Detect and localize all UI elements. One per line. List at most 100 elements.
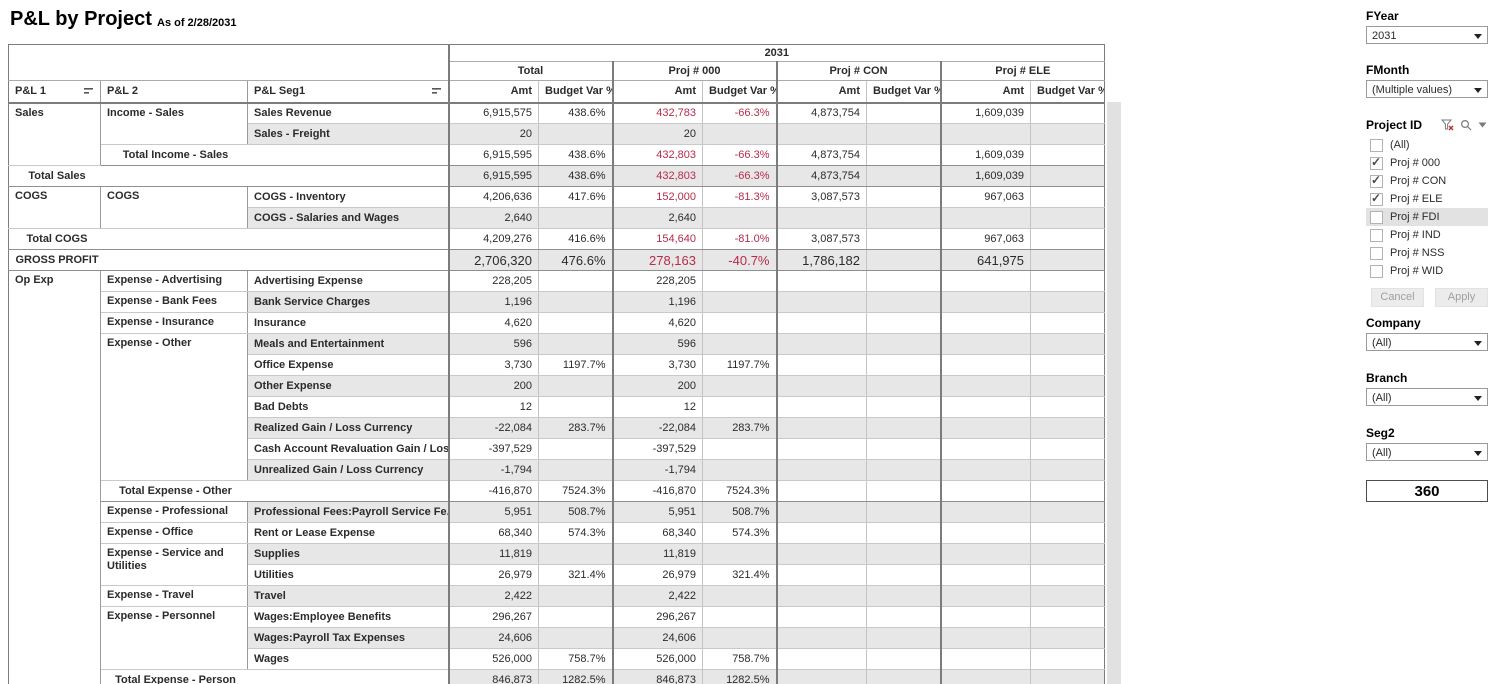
cell-empty[interactable] (702, 333, 778, 355)
cell-empty[interactable] (702, 459, 778, 481)
cell-value[interactable]: 4,873,754 (776, 144, 867, 166)
sort-icon[interactable] (82, 86, 94, 96)
cell-value[interactable]: 7524.3% (538, 480, 614, 502)
cell-value[interactable]: -416,870 (448, 480, 539, 502)
cell-value[interactable]: -397,529 (448, 438, 539, 460)
cell-empty[interactable] (1030, 501, 1105, 523)
cell-empty[interactable] (940, 543, 1031, 565)
cell-empty[interactable] (776, 396, 867, 418)
cell-value[interactable]: -81.3% (702, 186, 778, 208)
cell-empty[interactable] (866, 375, 942, 397)
row-header-seg1[interactable]: Sales - Freight (247, 123, 450, 145)
cell-empty[interactable] (776, 522, 867, 544)
cell-value[interactable]: 432,803 (612, 144, 703, 166)
cell-value[interactable]: 4,620 (612, 312, 703, 334)
column-header-seg1[interactable]: P&L Seg1 (247, 80, 450, 104)
cell-empty[interactable] (866, 228, 942, 250)
cell-value[interactable]: 12 (448, 396, 539, 418)
fyear-dropdown[interactable]: 2031 (1366, 26, 1488, 44)
cell-empty[interactable] (866, 249, 942, 271)
cell-empty[interactable] (866, 522, 942, 544)
cell-value[interactable]: 4,873,754 (776, 102, 867, 124)
filter-clear-icon[interactable] (1441, 119, 1454, 131)
cell-empty[interactable] (866, 165, 942, 187)
total-row-label[interactable]: Total COGS (8, 228, 450, 250)
subheader-amt[interactable]: Amt (940, 80, 1031, 104)
cell-empty[interactable] (1030, 186, 1105, 208)
row-header-pl2[interactable]: Expense - Office (100, 522, 248, 544)
cell-empty[interactable] (538, 333, 614, 355)
cell-empty[interactable] (776, 333, 867, 355)
cell-empty[interactable] (866, 291, 942, 313)
cell-empty[interactable] (866, 585, 942, 607)
cell-empty[interactable] (1030, 291, 1105, 313)
cell-empty[interactable] (866, 102, 942, 124)
vertical-scrollbar[interactable] (1107, 102, 1121, 684)
cell-empty[interactable] (702, 312, 778, 334)
cell-empty[interactable] (538, 291, 614, 313)
cell-empty[interactable] (776, 312, 867, 334)
cell-empty[interactable] (776, 207, 867, 229)
cell-value[interactable]: -22,084 (612, 417, 703, 439)
cell-value[interactable]: 11,819 (612, 543, 703, 565)
column-header-pl2[interactable]: P&L 2 (100, 80, 248, 104)
cell-value[interactable]: -40.7% (702, 249, 778, 271)
cell-empty[interactable] (1030, 207, 1105, 229)
row-header-seg1[interactable]: COGS - Salaries and Wages (247, 207, 450, 229)
cell-empty[interactable] (866, 186, 942, 208)
cell-empty[interactable] (538, 207, 614, 229)
cell-empty[interactable] (702, 543, 778, 565)
cell-empty[interactable] (1030, 270, 1105, 292)
cell-empty[interactable] (940, 417, 1031, 439)
cell-value[interactable]: 526,000 (448, 648, 539, 670)
cell-value[interactable]: 2,640 (448, 207, 539, 229)
cell-empty[interactable] (702, 585, 778, 607)
cell-empty[interactable] (866, 354, 942, 376)
cell-empty[interactable] (1030, 480, 1105, 502)
cell-value[interactable]: 526,000 (612, 648, 703, 670)
cell-empty[interactable] (940, 627, 1031, 649)
row-header-seg1[interactable]: Wages:Payroll Tax Expenses (247, 627, 450, 649)
cell-value[interactable]: 2,706,320 (448, 249, 539, 271)
cell-empty[interactable] (776, 375, 867, 397)
cell-value[interactable]: 1197.7% (538, 354, 614, 376)
checkbox-unchecked[interactable] (1370, 246, 1383, 260)
cell-value[interactable]: 846,873 (612, 669, 703, 684)
cell-empty[interactable] (866, 333, 942, 355)
row-header-pl2[interactable]: Income - Sales (100, 102, 248, 145)
cell-empty[interactable] (866, 669, 942, 684)
cell-empty[interactable] (1030, 417, 1105, 439)
branch-dropdown[interactable]: (All) (1366, 388, 1488, 406)
cell-empty[interactable] (776, 606, 867, 628)
cell-value[interactable]: 11,819 (448, 543, 539, 565)
cell-empty[interactable] (776, 543, 867, 565)
cell-empty[interactable] (1030, 606, 1105, 628)
cell-value[interactable]: 1282.5% (702, 669, 778, 684)
cell-empty[interactable] (866, 501, 942, 523)
project-filter-item[interactable]: Proj # IND (1366, 226, 1488, 244)
row-header-seg1[interactable]: Bank Service Charges (247, 291, 450, 313)
cell-value[interactable]: 1,609,039 (940, 144, 1031, 166)
cell-empty[interactable] (702, 207, 778, 229)
cell-empty[interactable] (1030, 396, 1105, 418)
cell-value[interactable]: 1197.7% (702, 354, 778, 376)
project-filter-item[interactable]: Proj # WID (1366, 262, 1488, 280)
cell-value[interactable]: 5,951 (612, 501, 703, 523)
cell-empty[interactable] (776, 417, 867, 439)
cell-empty[interactable] (702, 627, 778, 649)
cell-empty[interactable] (1030, 102, 1105, 124)
row-header-seg1[interactable]: Rent or Lease Expense (247, 522, 450, 544)
cell-value[interactable]: 24,606 (448, 627, 539, 649)
cell-value[interactable]: 4,873,754 (776, 165, 867, 187)
cell-empty[interactable] (940, 564, 1031, 586)
cell-empty[interactable] (866, 417, 942, 439)
cell-empty[interactable] (776, 291, 867, 313)
cell-empty[interactable] (940, 480, 1031, 502)
cell-value[interactable]: 574.3% (702, 522, 778, 544)
cell-empty[interactable] (538, 585, 614, 607)
seg2-dropdown[interactable]: (All) (1366, 443, 1488, 461)
cell-value[interactable]: 641,975 (940, 249, 1031, 271)
cell-empty[interactable] (776, 648, 867, 670)
total-row-label[interactable]: Total Sales (8, 165, 450, 187)
cell-value[interactable]: 7524.3% (702, 480, 778, 502)
